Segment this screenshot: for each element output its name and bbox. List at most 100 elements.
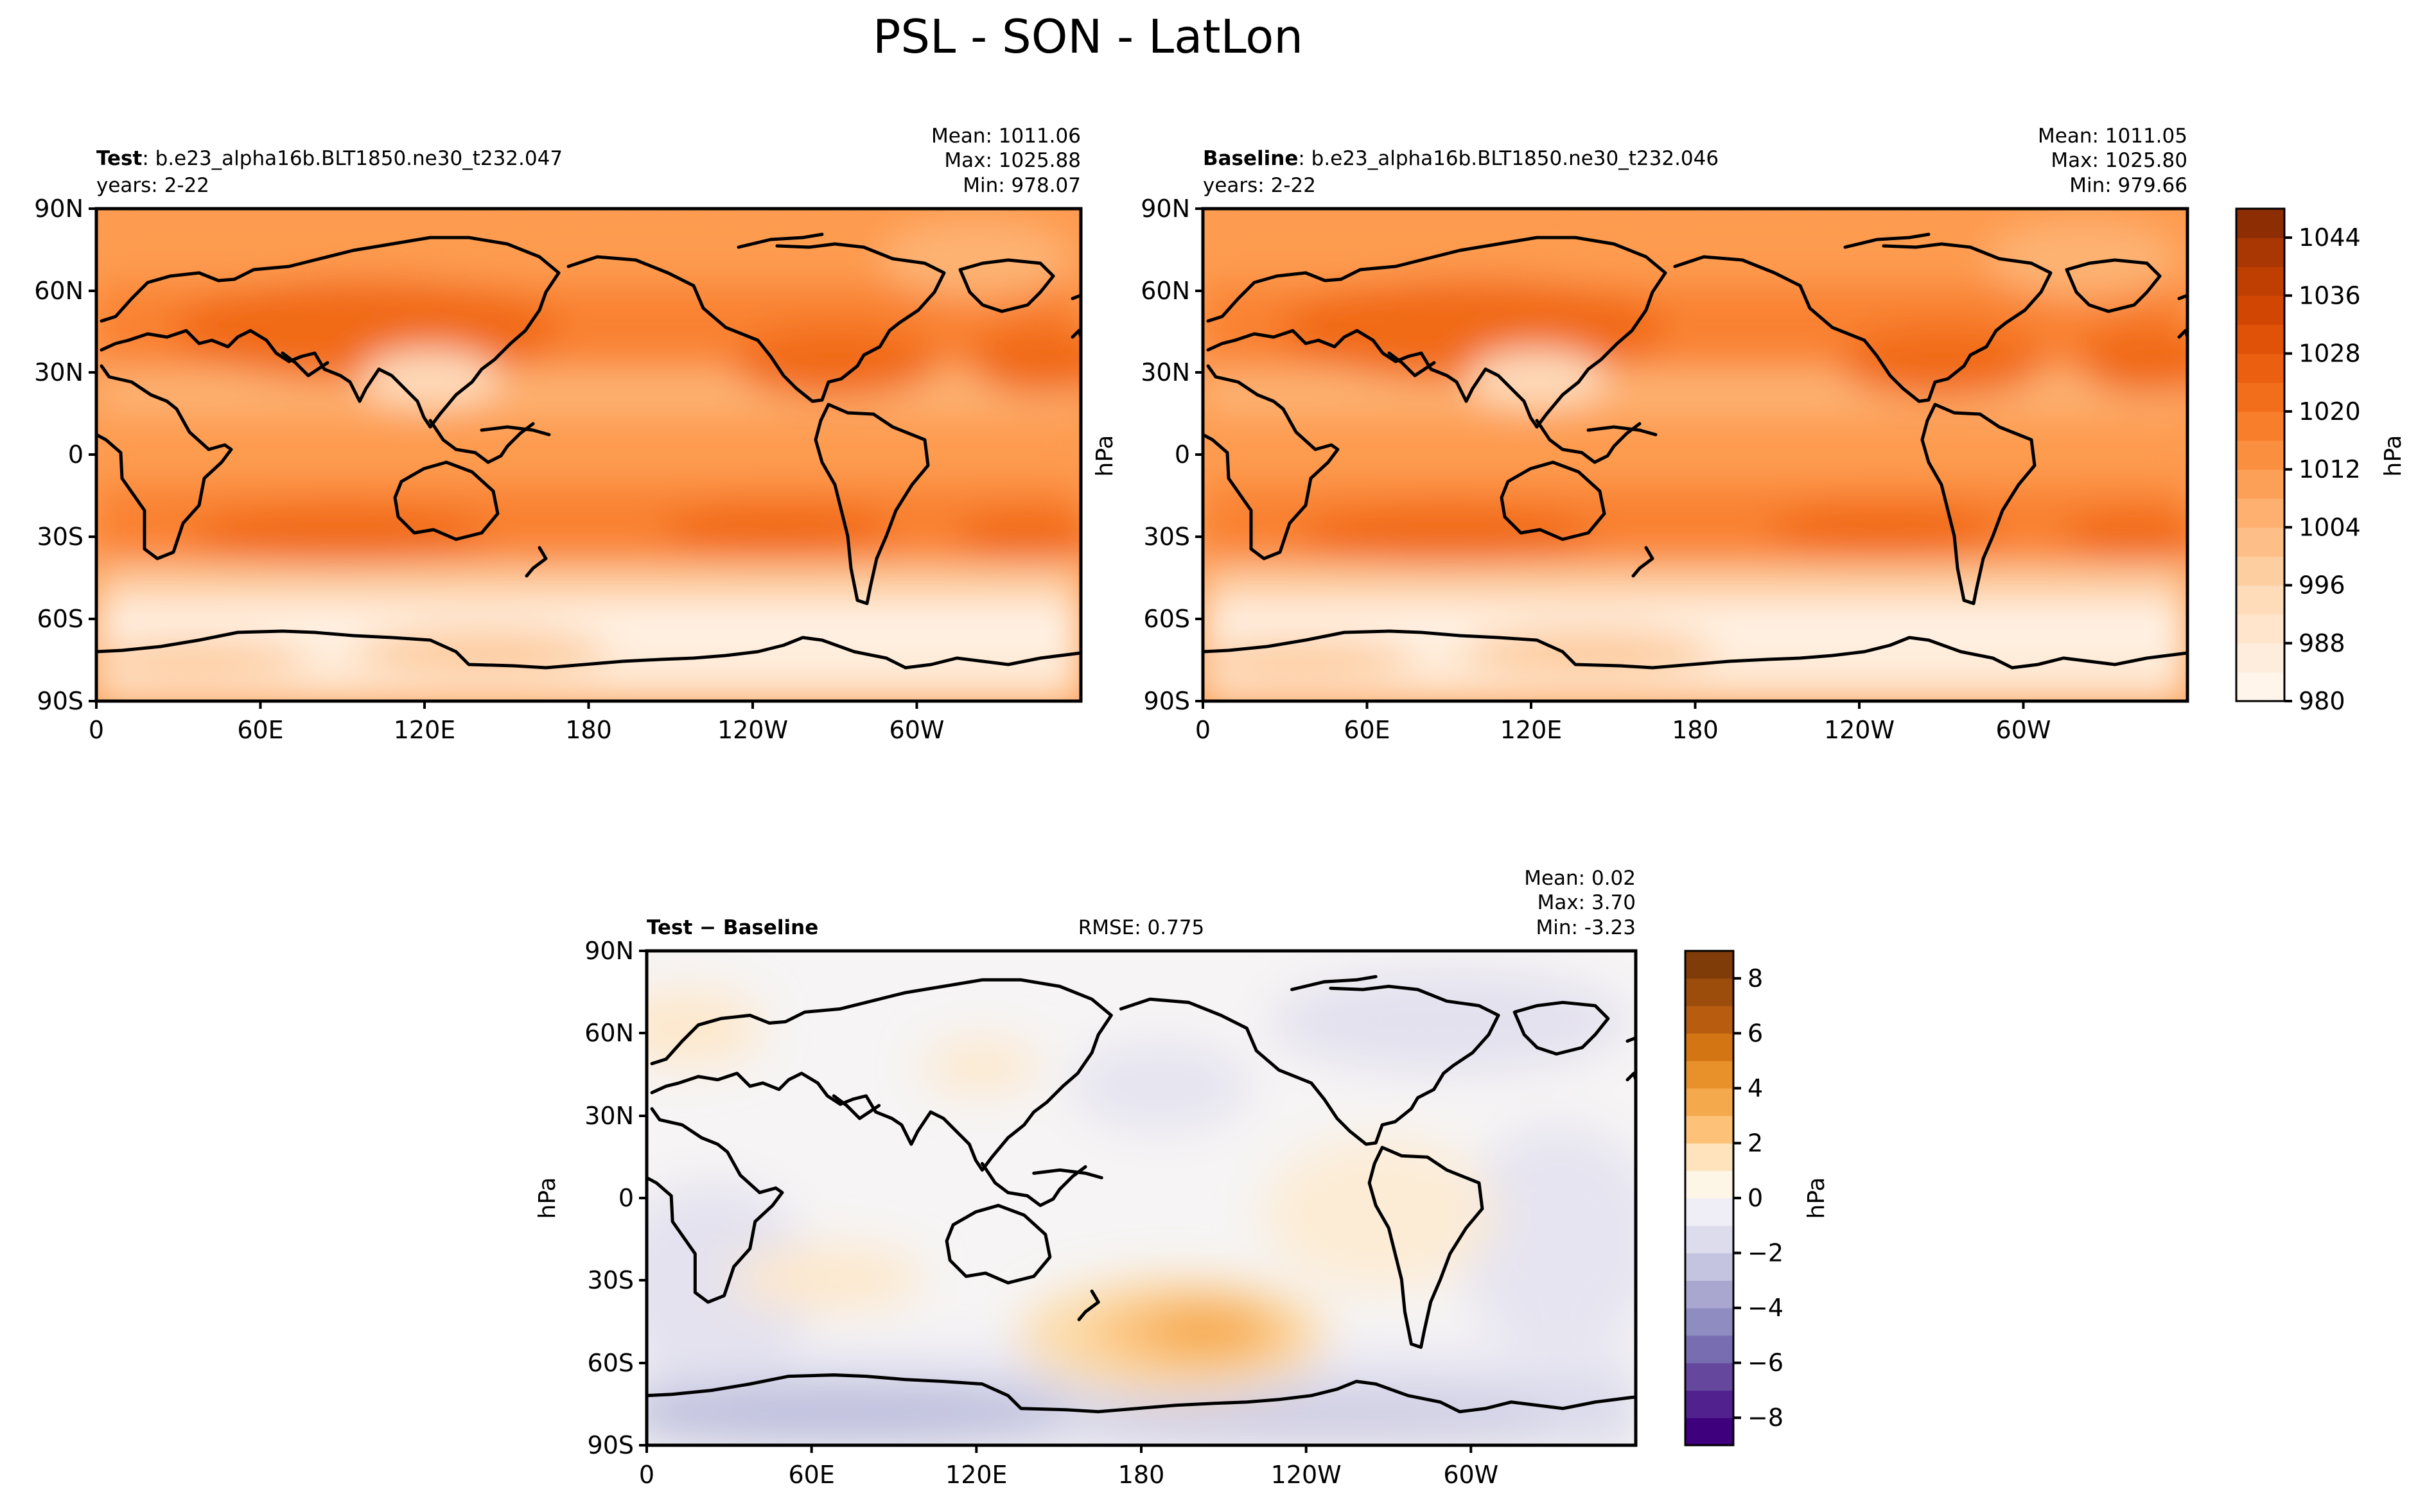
psl-colorbar-bin xyxy=(2236,498,2284,528)
diff-lat-tick-label: 30S xyxy=(588,1266,634,1294)
diff-colorbar-tick-label: 2 xyxy=(1748,1129,1763,1157)
diff-lat-tick-label: 60N xyxy=(584,1019,634,1047)
diff-colorbar: −8 −6 −4 −2 0 2 4 6 8 hPa xyxy=(1684,950,1830,1447)
baseline-unit-label: hPa xyxy=(1092,435,1118,477)
test-label: Test: b.e23_alpha16b.BLT1850.ne30_t232.0… xyxy=(96,147,563,170)
baseline-lat-tick-label: 0 xyxy=(1175,440,1190,469)
baseline-panel: Baseline: b.e23_alpha16b.BLT1850.ne30_t2… xyxy=(1092,125,2218,744)
diff-colorbar-tick-label: −8 xyxy=(1748,1403,1783,1432)
test-lon-tick-label: 120E xyxy=(394,716,456,744)
baseline-lon-ticks: 0 60E 120E 180 120W 60W xyxy=(1195,701,2051,744)
baseline-lon-tick-label: 180 xyxy=(1672,716,1719,744)
psl-colorbar-bin xyxy=(2236,382,2284,412)
diff-colorbar-ticks: −8 −6 −4 −2 0 2 4 6 8 xyxy=(1733,964,1783,1432)
baseline-lat-tick-label: 60N xyxy=(1141,277,1190,305)
diff-lon-tick-label: 60W xyxy=(1443,1461,1498,1489)
diff-colorbar-bin xyxy=(1685,1362,1733,1391)
test-lon-tick-label: 120W xyxy=(717,716,788,744)
diff-colorbar-bin xyxy=(1685,1005,1733,1034)
baseline-lon-tick-label: 120W xyxy=(1824,716,1895,744)
diff-lon-tick-label: 120E xyxy=(945,1461,1008,1489)
diff-colorbar-bin xyxy=(1685,978,1733,1007)
test-lon-ticks: 0 60E 120E 180 120W 60W xyxy=(89,701,944,744)
psl-colorbar-tick-label: 1012 xyxy=(2299,455,2361,483)
psl-colorbar-ticks: 980 988 996 1004 1012 1020 1028 1036 1044 xyxy=(2284,223,2361,715)
baseline-lon-tick-label: 60W xyxy=(1996,716,2051,744)
diff-colorbar-bin xyxy=(1685,1335,1733,1364)
diff-colorbar-bin xyxy=(1685,1143,1733,1171)
psl-colorbar-bin xyxy=(2236,295,2284,326)
diff-colorbar-tick-label: 0 xyxy=(1748,1184,1763,1212)
psl-colorbar-tick-label: 988 xyxy=(2299,629,2345,657)
baseline-lat-tick-label: 90S xyxy=(1144,687,1190,715)
psl-colorbar-bin xyxy=(2236,527,2284,557)
baseline-lon-tick-label: 120E xyxy=(1500,716,1563,744)
test-lat-tick-label: 0 xyxy=(68,440,83,469)
diff-max: Max: 3.70 xyxy=(1538,891,1636,914)
baseline-lat-ticks: 90N 60N 30N 0 30S 60S 90S xyxy=(1141,195,1203,715)
diff-colorbar-bin xyxy=(1685,951,1733,979)
diff-lat-tick-label: 90N xyxy=(584,937,634,965)
diff-lat-tick-label: 0 xyxy=(618,1184,634,1212)
test-lat-tick-label: 30N xyxy=(34,358,83,387)
test-max: Max: 1025.88 xyxy=(944,149,1081,172)
psl-colorbar-tick-label: 1044 xyxy=(2299,223,2361,252)
diff-psl-map xyxy=(608,951,1661,1445)
psl-colorbar-bin xyxy=(2236,353,2284,383)
diff-colorbar-bin xyxy=(1685,1088,1733,1117)
diff-lon-tick-label: 120W xyxy=(1271,1461,1342,1489)
baseline-lat-tick-label: 90N xyxy=(1141,195,1190,223)
test-lat-tick-label: 90S xyxy=(37,687,83,715)
test-panel: Test: b.e23_alpha16b.BLT1850.ne30_t232.0… xyxy=(34,125,1111,744)
test-lon-tick-label: 0 xyxy=(89,716,104,744)
psl-colorbar-tick-label: 980 xyxy=(2299,687,2345,715)
psl-colorbar-tick-label: 1020 xyxy=(2299,397,2361,426)
test-mean: Mean: 1011.06 xyxy=(931,125,1081,148)
diff-colorbar-bin xyxy=(1685,1225,1733,1254)
diff-lon-tick-label: 180 xyxy=(1118,1461,1165,1489)
diff-colorbar-bin xyxy=(1685,1115,1733,1144)
diff-colorbar-unit-label: hPa xyxy=(1803,1177,1830,1219)
diff-lon-tick-label: 0 xyxy=(639,1461,654,1489)
test-lon-tick-label: 60E xyxy=(237,716,283,744)
diff-colorbar-swatches xyxy=(1685,951,1733,1446)
psl-colorbar-bin xyxy=(2236,324,2284,354)
diff-lon-tick-label: 60E xyxy=(789,1461,835,1489)
test-lat-tick-label: 30S xyxy=(37,523,83,551)
baseline-lat-tick-label: 30S xyxy=(1144,523,1190,551)
figure-title: PSL - SON - LatLon xyxy=(873,10,1303,64)
baseline-min: Min: 979.66 xyxy=(2069,174,2187,197)
diff-colorbar-bin xyxy=(1685,1253,1733,1281)
test-lat-ticks: 90N 60N 30N 0 30S 60S 90S xyxy=(34,195,96,715)
psl-colorbar-bin xyxy=(2236,469,2284,499)
baseline-years: years: 2-22 xyxy=(1203,174,1316,197)
baseline-lat-tick-label: 60S xyxy=(1144,605,1190,633)
test-psl-map xyxy=(77,202,1111,701)
diff-mean: Mean: 0.02 xyxy=(1524,867,1636,890)
diff-panel: Test − Baseline RMSE: 0.775 Mean: 0.02 M… xyxy=(534,867,1661,1489)
psl-colorbar-bin xyxy=(2236,614,2284,644)
diff-label: Test − Baseline xyxy=(647,916,818,939)
diff-colorbar-bin xyxy=(1685,1033,1733,1061)
test-lat-tick-label: 60N xyxy=(34,277,83,305)
psl-colorbar-swatches xyxy=(2236,209,2284,702)
baseline-lon-tick-label: 0 xyxy=(1195,716,1211,744)
diff-colorbar-bin xyxy=(1685,1280,1733,1308)
diff-colorbar-tick-label: −6 xyxy=(1748,1349,1783,1377)
psl-colorbar-bin xyxy=(2236,411,2284,441)
psl-colorbar-unit-label: hPa xyxy=(2380,435,2406,477)
psl-colorbar-frame xyxy=(2235,207,2286,702)
diff-colorbar-tick-label: 6 xyxy=(1748,1019,1763,1047)
psl-colorbar-bin xyxy=(2236,556,2284,586)
diff-lat-ticks: 90N 60N 30N 0 30S 60S 90S xyxy=(584,937,647,1459)
diff-colorbar-bin xyxy=(1685,1170,1733,1199)
test-min: Min: 978.07 xyxy=(963,174,1081,197)
baseline-psl-map xyxy=(1184,202,2218,701)
baseline-label: Baseline: b.e23_alpha16b.BLT1850.ne30_t2… xyxy=(1203,147,1719,170)
diff-colorbar-bin xyxy=(1685,1390,1733,1418)
baseline-max: Max: 1025.80 xyxy=(2051,149,2187,172)
baseline-mean: Mean: 1011.05 xyxy=(2038,125,2187,148)
psl-colorbar-bin xyxy=(2236,643,2284,673)
diff-colorbar-bin xyxy=(1685,1061,1733,1089)
